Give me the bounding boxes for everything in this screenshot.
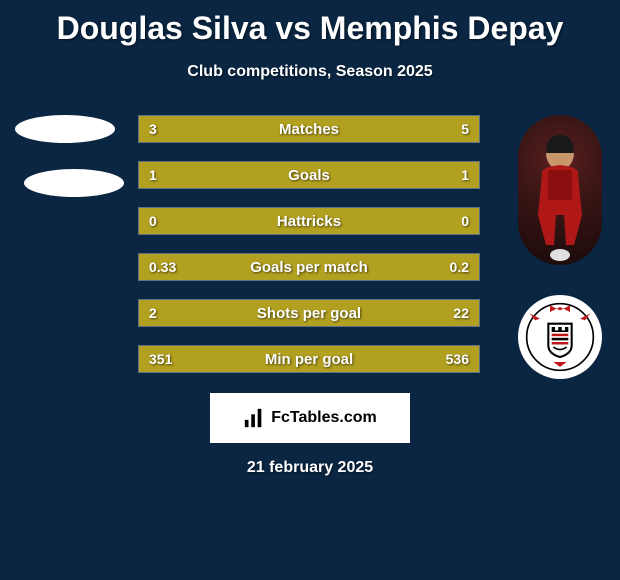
stat-row: 3Matches5 — [138, 115, 480, 143]
stat-label: Goals — [139, 167, 479, 184]
club-logo — [518, 295, 602, 379]
stat-row: 1Goals1 — [138, 161, 480, 189]
right-player-column — [510, 115, 610, 379]
stat-value-right: 0 — [461, 213, 469, 229]
player-silhouette-icon — [518, 115, 602, 265]
stat-value-right: 1 — [461, 167, 469, 183]
subtitle: Club competitions, Season 2025 — [0, 63, 620, 81]
chart-icon — [243, 407, 265, 429]
stat-label: Shots per goal — [139, 305, 479, 322]
page-title: Douglas Silva vs Memphis Depay — [0, 0, 620, 47]
date-text: 21 february 2025 — [0, 459, 620, 477]
brand-text: FcTables.com — [271, 409, 377, 427]
stat-value-right: 22 — [453, 305, 469, 321]
stat-value-right: 5 — [461, 121, 469, 137]
stat-row: 351Min per goal536 — [138, 345, 480, 373]
left-player-column — [10, 115, 120, 223]
stat-value-right: 0.2 — [450, 259, 469, 275]
stat-value-right: 536 — [446, 351, 469, 367]
brand-footer: FcTables.com — [210, 393, 410, 443]
stat-row: 2Shots per goal22 — [138, 299, 480, 327]
stats-list: 3Matches5 1Goals1 0Hattricks0 0.33Goals per… — [138, 115, 480, 373]
stat-label: Hattricks — [139, 213, 479, 230]
player-photo — [518, 115, 602, 265]
stat-label: Matches — [139, 121, 479, 138]
club-placeholder-icon — [24, 169, 124, 197]
comparison-content: 3Matches5 1Goals1 0Hattricks0 0.33Goals per… — [0, 115, 620, 373]
stat-row: 0Hattricks0 — [138, 207, 480, 235]
stat-label: Min per goal — [139, 351, 479, 368]
stat-label: Goals per match — [139, 259, 479, 276]
player-placeholder-icon — [15, 115, 115, 143]
stat-row: 0.33Goals per match0.2 — [138, 253, 480, 281]
corinthians-crest-icon — [525, 302, 595, 372]
